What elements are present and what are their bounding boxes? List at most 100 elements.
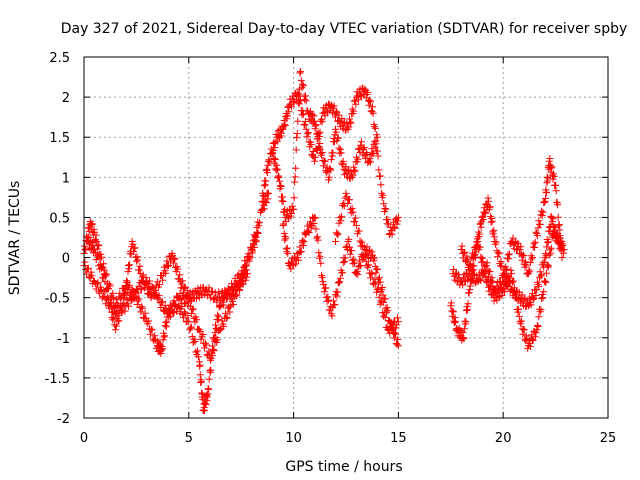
data-point [536,268,544,276]
data-point [459,281,467,289]
data-point [197,378,205,386]
data-point [338,212,346,220]
data-point [110,313,118,321]
data-point [371,123,379,131]
data-point [358,238,366,246]
data-point [519,330,527,338]
data-point [353,222,360,229]
data-point [464,306,472,314]
data-point [371,254,379,262]
data-point [159,276,167,284]
data-point [362,257,370,265]
data-point [465,289,473,297]
data-point [481,266,489,274]
grid [84,57,608,418]
data-point [384,307,392,315]
data-point [195,326,203,334]
data-point [528,255,536,263]
data-point [88,272,96,280]
data-point [325,296,332,304]
data-point [220,294,228,302]
data-point [394,318,402,326]
data-point [102,286,110,294]
data-point [447,299,455,307]
data-point [161,332,169,340]
data-point [541,278,549,286]
data-point [253,229,261,236]
data-point [111,326,119,334]
data-point [494,253,502,261]
data-point [347,209,355,217]
data-point [341,258,349,265]
data-point [179,293,187,301]
data-point [544,174,552,182]
data-point [233,292,241,300]
data-point [515,312,523,320]
data-point [126,291,134,299]
data-point [366,96,374,104]
data-point [223,313,231,321]
data-point [339,269,346,277]
data-point [285,108,293,116]
data-point [281,122,289,129]
data-point [393,220,401,228]
data-point [307,141,315,148]
data-point [532,228,540,236]
data-point [300,238,308,246]
y-tick-label: -0.5 [45,292,70,307]
data-point [332,125,339,133]
data-point [268,150,276,158]
series-sat-track-4 [258,84,402,238]
data-point [170,297,178,305]
data-point [508,270,516,278]
data-point [344,199,352,207]
data-point [105,302,113,310]
data-point [139,304,146,312]
data-point [498,262,506,270]
data-point [290,194,298,202]
data-point [554,201,562,209]
data-point [510,277,518,285]
data-point [336,278,344,286]
data-point [314,133,322,140]
data-point [349,171,357,179]
data-point [127,297,135,305]
data-point [306,107,314,115]
data-point [373,286,381,294]
data-point [89,242,97,250]
data-point [236,286,244,294]
data-point [294,117,302,125]
data-point [517,317,525,325]
data-point [173,307,181,315]
data-point [352,100,360,108]
data-point [244,270,251,278]
data-point [333,231,341,239]
data-point [367,158,374,166]
data-point [368,248,376,256]
data-point [527,252,535,260]
data-point [501,288,509,296]
data-point [460,335,468,343]
data-point [522,261,530,269]
data-point [156,281,163,289]
data-point [350,259,358,267]
data-point [294,89,302,97]
data-point [293,134,301,142]
data-point [148,326,156,334]
data-point [527,301,535,309]
data-point [82,246,90,254]
data-point [229,301,237,308]
data-point [479,216,487,223]
data-point [338,159,346,167]
data-point [381,314,389,321]
data-point [349,208,357,216]
data-point [351,167,359,175]
data-point [339,157,347,165]
data-point [262,177,270,185]
data-point [143,280,151,288]
axes: 0 5 10 15 20 25 -2 -1.5 -1 -0.5 0 0.5 1 1.5 2 2.5 [45,51,617,446]
data-point [235,283,243,291]
data-point [503,265,511,273]
data-point [336,145,344,153]
data-point [384,216,392,224]
